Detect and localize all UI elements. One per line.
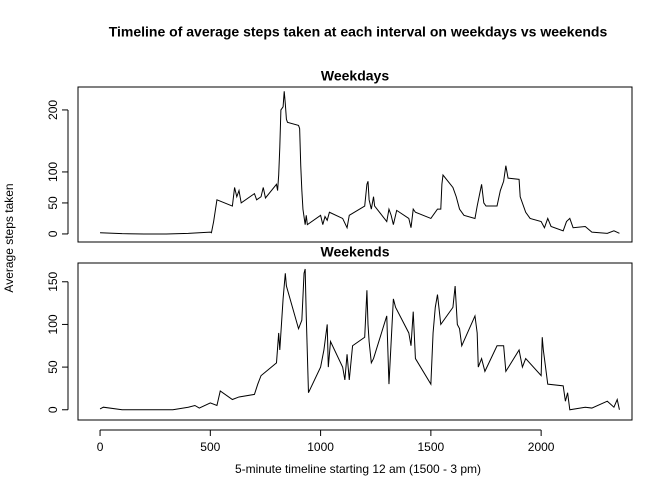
y-tick-label: 150 xyxy=(46,271,60,291)
plot-frame xyxy=(77,86,633,243)
y-tick-label: 50 xyxy=(46,196,60,210)
data-line xyxy=(100,91,620,235)
y-tick-label: 0 xyxy=(46,406,60,413)
x-tick-label: 500 xyxy=(200,440,220,454)
panel-title: Weekdays xyxy=(321,68,389,84)
x-axis-label: 5-minute timeline starting 12 am (1500 -… xyxy=(235,462,481,476)
y-axis-label: Average steps taken xyxy=(2,183,16,292)
chart-title: Timeline of average steps taken at each … xyxy=(109,24,608,40)
y-tick-label: 50 xyxy=(46,360,60,374)
y-tick-label: 100 xyxy=(46,162,60,182)
y-tick-label: 0 xyxy=(46,230,60,237)
x-tick-label: 2000 xyxy=(528,440,555,454)
plot-frame xyxy=(77,262,633,421)
x-tick-label: 1000 xyxy=(307,440,334,454)
data-line xyxy=(99,268,620,411)
y-tick-label: 100 xyxy=(46,314,60,334)
x-tick-label: 0 xyxy=(97,440,104,454)
panel-title: Weekends xyxy=(321,244,390,260)
x-tick-label: 1500 xyxy=(418,440,445,454)
y-tick-label: 200 xyxy=(46,100,60,120)
